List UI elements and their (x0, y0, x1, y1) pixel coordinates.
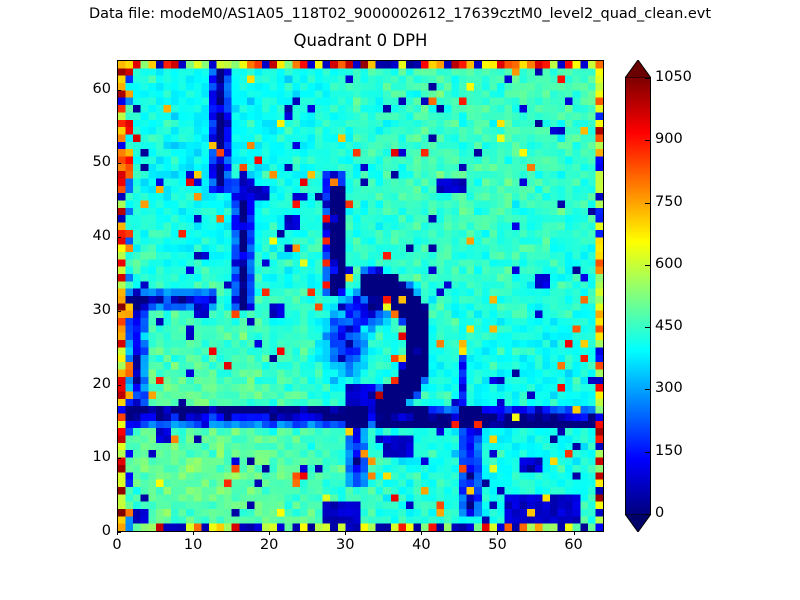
y-tick-label: 10 (92, 449, 111, 466)
y-tick-mark (117, 532, 121, 533)
x-tick-label: 30 (336, 537, 355, 553)
plot-title: Quadrant 0 DPH (293, 31, 428, 50)
x-tick-mark (573, 531, 575, 535)
x-tick-label: 20 (259, 537, 279, 553)
x-tick-label: 50 (488, 537, 507, 553)
data-file-label: Data file: modeM0/AS1A05_118T02_90000026… (88, 6, 712, 22)
y-tick-mark (117, 89, 121, 91)
colorbar-tick-mark (645, 140, 651, 142)
colorbar-gradient (625, 78, 651, 514)
x-tick-label: 0 (112, 537, 122, 553)
colorbar-extend-top-icon (624, 59, 652, 79)
heatmap-image[interactable] (118, 61, 603, 531)
y-tick-label: 40 (92, 228, 111, 244)
x-tick-label: 10 (183, 537, 203, 553)
colorbar-tick-label: 150 (655, 442, 683, 459)
colorbar-tick-label: 450 (655, 318, 683, 335)
y-tick-label: 0 (101, 523, 111, 539)
colorbar-tick-label: 600 (655, 255, 683, 272)
colorbar-tick-mark (645, 389, 651, 391)
colorbar-tick-mark (645, 327, 651, 329)
y-tick-label: 30 (92, 301, 111, 318)
y-tick-mark (117, 458, 121, 460)
colorbar-tick-label: 900 (655, 131, 683, 148)
x-tick-mark (117, 531, 118, 535)
y-tick-label: 20 (92, 375, 111, 392)
x-tick-mark (345, 531, 347, 535)
y-tick-label: 60 (92, 80, 111, 97)
colorbar-tick-mark (645, 78, 651, 79)
colorbar-tick-label: 1050 (655, 69, 692, 85)
y-tick-label: 50 (92, 154, 111, 171)
y-tick-mark (117, 310, 121, 312)
y-tick-mark (117, 163, 121, 165)
colorbar-tick-label: 300 (655, 380, 683, 397)
x-tick-label: 60 (564, 537, 583, 553)
y-tick-mark (117, 237, 121, 238)
x-tick-label: 40 (412, 537, 431, 553)
colorbar-tick-mark (645, 264, 651, 266)
colorbar-tick-mark (645, 202, 651, 204)
x-tick-mark (193, 531, 195, 535)
colorbar-extend-bottom-icon (624, 513, 652, 533)
colorbar-tick-mark (645, 451, 651, 453)
y-tick-mark (117, 384, 121, 386)
x-tick-mark (421, 531, 423, 535)
colorbar-tick-label: 0 (655, 505, 665, 521)
colorbar[interactable] (624, 59, 652, 533)
x-tick-mark (497, 531, 499, 535)
colorbar-tick-mark (645, 514, 651, 515)
heatmap-axes[interactable] (117, 60, 604, 532)
colorbar-tick-label: 750 (655, 193, 683, 210)
x-tick-mark (269, 531, 271, 535)
